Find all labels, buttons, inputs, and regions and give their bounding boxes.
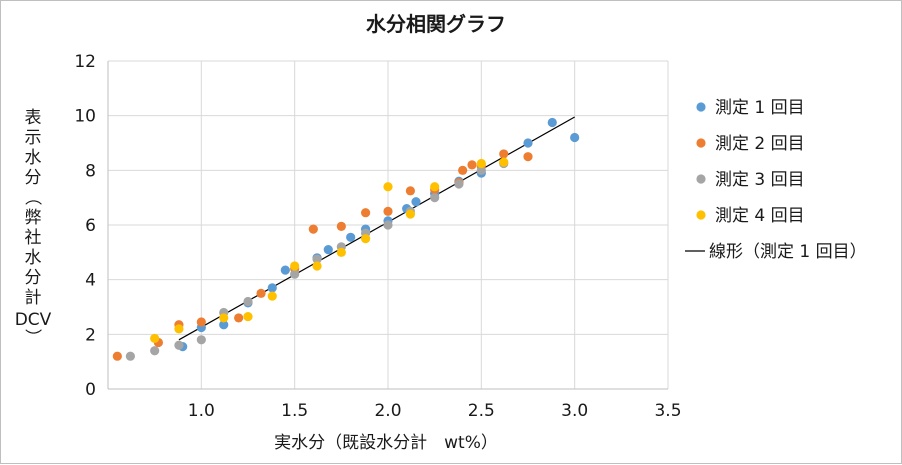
data-point-series-3 bbox=[125, 351, 135, 361]
y-axis-title-char: 計 bbox=[25, 288, 42, 308]
x-tick-label: 3.0 bbox=[561, 401, 588, 421]
data-point-series-2 bbox=[234, 313, 244, 323]
legend-label-trendline: 線形（測定 1 回目） bbox=[709, 242, 867, 262]
y-tick-label: 0 bbox=[85, 380, 96, 400]
y-axis-title-char: （ bbox=[22, 189, 42, 206]
x-tick-label: 1.0 bbox=[188, 401, 215, 421]
data-point-series-3 bbox=[454, 179, 464, 189]
data-point-series-3 bbox=[290, 269, 300, 279]
y-axis-title-char: 弊 bbox=[25, 208, 42, 228]
legend-label-series-2: 測定 2 回目 bbox=[715, 134, 805, 154]
grid-layer bbox=[108, 60, 669, 390]
data-point-series-3 bbox=[430, 193, 440, 203]
y-tick-label: 8 bbox=[85, 161, 96, 181]
legend-label-series-3: 測定 3 回目 bbox=[715, 170, 805, 190]
data-point-series-2 bbox=[467, 160, 477, 170]
data-point-series-1 bbox=[411, 197, 421, 207]
y-tick-label: 2 bbox=[85, 325, 96, 345]
y-axis-title-dcv: DCV bbox=[15, 310, 52, 330]
x-tick-label: 1.5 bbox=[281, 401, 308, 421]
data-point-series-3 bbox=[196, 335, 206, 345]
data-point-series-3 bbox=[476, 165, 486, 175]
data-point-series-4 bbox=[312, 261, 322, 271]
y-axis-title-char: 分 bbox=[25, 168, 42, 188]
data-point-series-4 bbox=[150, 333, 160, 344]
data-point-series-2 bbox=[458, 165, 468, 175]
data-point-series-4 bbox=[290, 261, 300, 271]
y-axis-title-char: 分 bbox=[25, 268, 42, 288]
data-point-series-3 bbox=[383, 220, 393, 230]
chart-title: 水分相関グラフ bbox=[366, 12, 506, 36]
data-point-series-2 bbox=[523, 152, 533, 162]
data-point-series-2 bbox=[383, 206, 393, 216]
data-point-series-3 bbox=[243, 296, 253, 307]
data-point-series-4 bbox=[476, 158, 486, 169]
data-point-series-3 bbox=[174, 340, 184, 350]
data-point-series-2 bbox=[308, 224, 318, 234]
y-tick-label: 12 bbox=[74, 52, 96, 72]
data-point-series-4 bbox=[336, 247, 346, 257]
y-axis-title-char: 示 bbox=[25, 128, 42, 148]
data-point-series-1 bbox=[523, 138, 533, 148]
data-point-series-1 bbox=[267, 283, 277, 293]
trendline-layer bbox=[178, 116, 575, 341]
data-point-series-4 bbox=[383, 182, 393, 192]
y-axis-title-char: 水 bbox=[25, 248, 42, 268]
data-point-series-1 bbox=[570, 132, 580, 143]
axis-layer bbox=[107, 61, 668, 390]
legend-marker-series-1 bbox=[696, 102, 706, 112]
data-point-series-4 bbox=[405, 209, 415, 219]
data-point-series-2 bbox=[112, 351, 122, 361]
data-point-series-2 bbox=[196, 317, 206, 327]
y-axis-title-char: 社 bbox=[25, 228, 42, 248]
points-layer bbox=[112, 117, 580, 361]
data-point-series-1 bbox=[323, 245, 333, 255]
data-point-series-4 bbox=[361, 234, 371, 244]
data-point-series-1 bbox=[280, 265, 290, 275]
data-point-series-3 bbox=[150, 346, 160, 356]
y-tick-label: 4 bbox=[85, 271, 96, 291]
y-axis-title-char: 水 bbox=[25, 148, 42, 168]
data-point-series-2 bbox=[256, 288, 266, 298]
x-tick-label: 2.0 bbox=[374, 401, 401, 421]
data-point-series-2 bbox=[336, 221, 346, 231]
data-point-series-1 bbox=[346, 232, 356, 242]
legend-label-series-1: 測定 1 回目 bbox=[715, 98, 805, 118]
data-point-series-4 bbox=[219, 313, 229, 323]
x-tick-label: 3.5 bbox=[654, 401, 681, 421]
y-tick-label: 6 bbox=[85, 216, 96, 236]
legend-marker-series-2 bbox=[696, 138, 706, 148]
data-point-series-4 bbox=[430, 182, 440, 192]
y-axis-title-char: ） bbox=[22, 329, 42, 346]
data-point-series-1 bbox=[547, 117, 557, 128]
data-point-series-2 bbox=[361, 208, 371, 218]
data-point-series-4 bbox=[174, 324, 184, 334]
legend-marker-series-3 bbox=[696, 174, 706, 184]
data-point-series-4 bbox=[267, 291, 277, 301]
data-point-series-4 bbox=[499, 157, 509, 167]
legend-label-series-4: 測定 4 回目 bbox=[715, 206, 805, 226]
x-axis-title: 実水分（既設水分計 wt%） bbox=[274, 433, 498, 453]
tick-labels-layer: 0 2 4 6 8 10 12 1.0 1.5 2.0 2.5 3.0 3.5 bbox=[74, 52, 681, 421]
data-point-series-2 bbox=[499, 149, 509, 159]
legend-marker-series-4 bbox=[696, 210, 706, 220]
y-axis-title-char: 表 bbox=[25, 108, 42, 128]
x-tick-label: 2.5 bbox=[468, 401, 495, 421]
y-tick-label: 10 bbox=[74, 107, 96, 127]
data-point-series-4 bbox=[243, 311, 253, 322]
data-point-series-2 bbox=[405, 186, 415, 196]
data-point-series-1 bbox=[219, 320, 229, 330]
trendline bbox=[178, 116, 575, 341]
data-point-series-3 bbox=[312, 254, 322, 264]
